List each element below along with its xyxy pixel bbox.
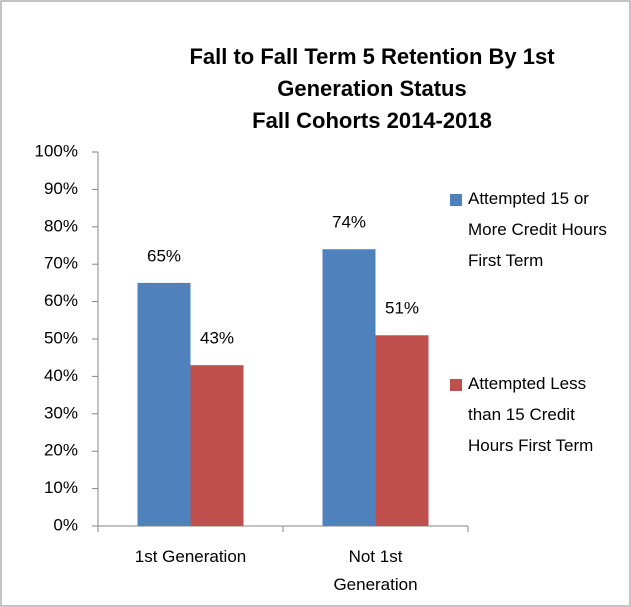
bar xyxy=(322,249,376,527)
legend-swatch xyxy=(450,379,462,391)
chart-subtitle: Fall Cohorts 2014-2018 xyxy=(252,108,492,133)
y-tick-label: 30% xyxy=(44,403,78,422)
legend-label: Attempted 15 or More Credit Hours First Te… xyxy=(468,189,607,270)
value-label: 74% xyxy=(332,213,366,232)
value-label: 43% xyxy=(200,329,234,348)
y-tick-label: 40% xyxy=(44,366,78,385)
y-tick-label: 60% xyxy=(44,291,78,310)
bar xyxy=(190,365,244,526)
chart-title: Fall to Fall Term 5 Retention By 1st Gene… xyxy=(189,44,555,101)
value-label: 51% xyxy=(385,299,419,318)
value-label: 65% xyxy=(147,246,181,265)
bar xyxy=(137,282,191,526)
y-tick-label: 10% xyxy=(44,478,78,497)
y-tick-label: 0% xyxy=(53,515,78,534)
y-tick-label: 80% xyxy=(44,216,78,235)
y-tick-label: 70% xyxy=(44,254,78,273)
x-tick-label: Not 1st Generation xyxy=(333,547,417,594)
legend-swatch xyxy=(450,194,462,206)
y-tick-label: 20% xyxy=(44,441,78,460)
y-tick-label: 90% xyxy=(44,179,78,198)
x-tick-label: 1st Generation xyxy=(135,547,247,566)
legend-label: Attempted Less than 15 Credit Hours First … xyxy=(468,374,593,455)
y-tick-label: 50% xyxy=(44,328,78,347)
bar xyxy=(375,335,429,526)
y-tick-label: 100% xyxy=(35,141,78,160)
